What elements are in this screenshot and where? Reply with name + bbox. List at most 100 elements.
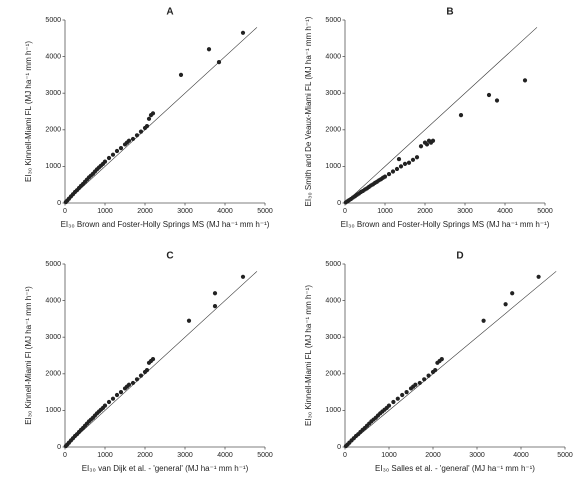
panel-title: B xyxy=(446,7,453,18)
point xyxy=(391,399,396,405)
point xyxy=(134,377,140,382)
y-tick-label: 0 xyxy=(57,200,61,207)
one-to-one-line xyxy=(344,271,557,448)
point xyxy=(186,318,192,323)
point xyxy=(410,157,416,162)
x-tick-label: 2000 xyxy=(137,208,153,215)
y-tick-label: 0 xyxy=(57,444,61,451)
point xyxy=(138,373,144,378)
x-tick-label: 4000 xyxy=(497,208,513,215)
one-to-one-line xyxy=(64,271,258,448)
panel-title: C xyxy=(166,251,173,262)
point xyxy=(212,291,218,296)
point xyxy=(510,291,515,296)
x-tick-label: 4000 xyxy=(513,452,529,459)
point xyxy=(240,274,246,279)
y-tick-label: 4000 xyxy=(45,53,61,60)
x-tick-label: 3000 xyxy=(177,208,193,215)
x-tick-label: 0 xyxy=(343,208,347,215)
point xyxy=(240,30,246,35)
x-tick-label: 0 xyxy=(63,452,67,459)
point xyxy=(396,156,402,162)
point xyxy=(395,396,400,401)
x-tick-label: 2000 xyxy=(425,452,441,459)
point xyxy=(144,368,150,373)
x-axis-label: EI₃₀ van Dijk et al. - 'general' (MJ ha⁻… xyxy=(82,464,249,473)
point xyxy=(106,155,112,161)
point xyxy=(150,357,156,362)
point xyxy=(390,169,396,174)
point xyxy=(178,72,184,77)
x-tick-label: 1000 xyxy=(97,208,113,215)
x-tick-label: 3000 xyxy=(469,452,485,459)
point xyxy=(439,357,444,362)
point xyxy=(400,392,405,398)
point xyxy=(138,129,144,134)
x-tick-label: 5000 xyxy=(537,208,553,215)
x-axis-label: EI₃₀ Salles et al. - 'general' (MJ ha⁻¹ … xyxy=(375,464,535,473)
panel-title: A xyxy=(166,7,173,18)
point xyxy=(118,146,124,151)
point xyxy=(536,274,541,279)
point xyxy=(386,171,392,177)
point xyxy=(144,124,150,129)
y-tick-label: 3000 xyxy=(325,90,341,97)
x-tick-label: 1000 xyxy=(381,452,397,459)
y-tick-label: 3000 xyxy=(45,90,61,97)
x-tick-label: 5000 xyxy=(557,452,573,459)
y-tick-label: 4000 xyxy=(325,53,341,60)
x-axis-label: EI₃₀ Brown and Foster-Holly Springs MS (… xyxy=(61,220,270,229)
x-axis-label: EI₃₀ Brown and Foster-Holly Springs MS (… xyxy=(341,220,550,229)
point xyxy=(430,138,436,143)
point xyxy=(398,164,404,169)
point xyxy=(102,403,108,408)
point xyxy=(406,160,412,165)
point xyxy=(418,144,424,149)
point xyxy=(503,302,508,307)
point xyxy=(494,98,500,103)
point xyxy=(118,390,124,395)
point xyxy=(486,92,492,98)
y-tick-label: 5000 xyxy=(45,261,61,268)
y-axis-label: EI₃₀ Smith and De Veaux-Miami FL (MJ ha⁻… xyxy=(304,16,313,206)
point xyxy=(422,377,427,382)
x-tick-label: 5000 xyxy=(257,452,273,459)
x-tick-label: 3000 xyxy=(177,452,193,459)
point xyxy=(413,382,418,387)
x-tick-label: 1000 xyxy=(97,452,113,459)
point xyxy=(424,142,430,147)
x-tick-label: 1000 xyxy=(377,208,393,215)
point xyxy=(404,390,409,395)
point xyxy=(102,159,108,164)
y-tick-label: 0 xyxy=(337,444,341,451)
point xyxy=(206,47,212,52)
y-axis-label: EI₃₀ Kinnell-Miami FL (MJ ha⁻¹ mm h⁻¹) xyxy=(24,41,33,182)
y-tick-label: 5000 xyxy=(45,17,61,24)
y-axis-label: EI₃₀ Kinnell-Miami Fl (MJ ha⁻¹ mm h⁻¹) xyxy=(24,286,33,425)
y-tick-label: 2000 xyxy=(325,371,341,378)
x-tick-label: 0 xyxy=(63,208,67,215)
y-tick-label: 5000 xyxy=(325,17,341,24)
point xyxy=(394,166,400,172)
point xyxy=(110,396,116,401)
y-tick-label: 1000 xyxy=(325,163,341,170)
point xyxy=(522,78,528,83)
point xyxy=(126,382,132,387)
x-tick-label: 3000 xyxy=(457,208,473,215)
y-tick-label: 1000 xyxy=(45,163,61,170)
point xyxy=(216,59,222,65)
x-tick-label: 2000 xyxy=(417,208,433,215)
y-tick-label: 4000 xyxy=(325,297,341,304)
point xyxy=(150,111,156,116)
point xyxy=(414,155,420,160)
point xyxy=(458,113,464,118)
x-tick-label: 4000 xyxy=(217,208,233,215)
y-tick-label: 5000 xyxy=(325,261,341,268)
panel-title: D xyxy=(456,251,463,262)
point xyxy=(386,403,392,408)
x-tick-label: 2000 xyxy=(137,452,153,459)
y-tick-label: 2000 xyxy=(325,127,341,134)
point xyxy=(382,174,388,179)
point xyxy=(106,399,112,405)
